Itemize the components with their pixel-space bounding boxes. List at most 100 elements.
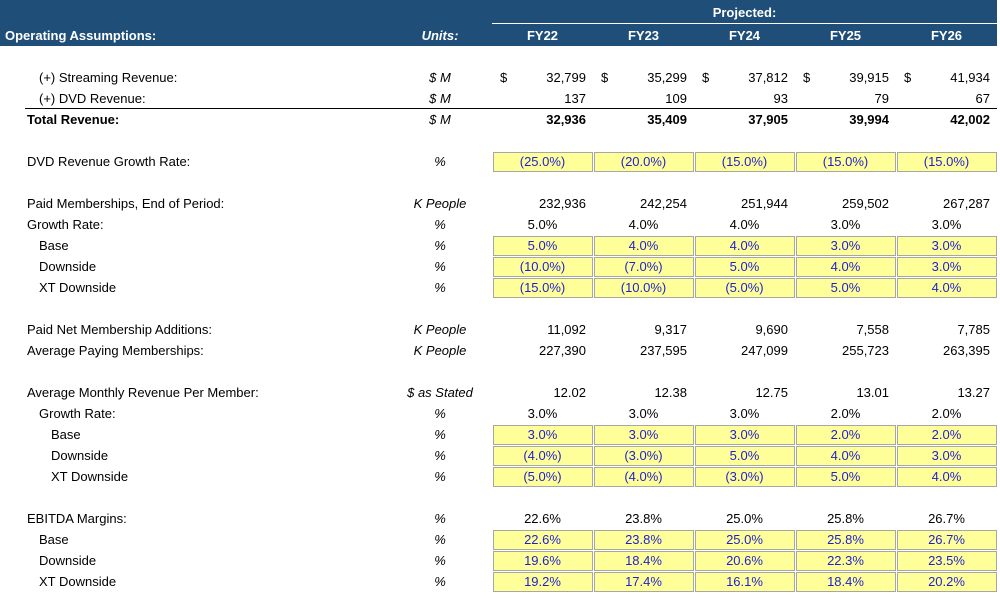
value-cell: (3.0%): [725, 469, 764, 484]
value-cell: 242,254: [640, 196, 687, 211]
value-cell: 32,936: [546, 112, 586, 127]
row-units: %: [434, 259, 446, 274]
value-cell: 5.0%: [830, 280, 861, 295]
row-units: K People: [413, 322, 467, 337]
value-cell: 9,690: [755, 322, 788, 337]
value-cell: 35,299: [647, 70, 687, 85]
value-cell: 4.0%: [729, 217, 760, 232]
input-cell: [695, 572, 795, 592]
value-cell: 22.3%: [827, 553, 864, 568]
currency-sign: $: [500, 70, 508, 85]
input-cell: [493, 236, 593, 256]
input-cell: [493, 467, 593, 487]
input-cell: [796, 572, 896, 592]
value-cell: 5.0%: [729, 259, 760, 274]
value-cell: 4.0%: [931, 469, 962, 484]
input-cell: [796, 236, 896, 256]
input-cell: [796, 467, 896, 487]
value-cell: 37,905: [748, 112, 788, 127]
value-cell: 3.0%: [931, 448, 962, 463]
row-units: K People: [413, 196, 467, 211]
header-band: Projected: Operating Assumptions: Units:…: [0, 0, 997, 46]
input-cell: [796, 530, 896, 550]
input-cell: [594, 530, 694, 550]
input-cell: [897, 467, 997, 487]
input-cell: [695, 551, 795, 571]
value-cell: 26.7%: [928, 511, 965, 526]
row-label: Total Revenue:: [27, 112, 120, 127]
value-cell: 23.5%: [928, 553, 965, 568]
currency-sign: $: [702, 70, 710, 85]
row-label: EBITDA Margins:: [27, 511, 127, 526]
value-cell: 39,915: [849, 70, 889, 85]
year-header: FY22: [526, 28, 559, 43]
input-cell: [594, 572, 694, 592]
input-cell: [594, 551, 694, 571]
input-cell: [897, 257, 997, 277]
input-cell: [594, 425, 694, 445]
input-cell: [897, 446, 997, 466]
value-cell: 12.38: [654, 385, 687, 400]
input-cell: [493, 551, 593, 571]
value-cell: 3.0%: [830, 238, 861, 253]
value-cell: 25.0%: [726, 532, 763, 547]
value-cell: 7,558: [856, 322, 889, 337]
value-cell: 247,099: [741, 343, 788, 358]
row-label: Downside: [51, 448, 109, 463]
row-label: Paid Memberships, End of Period:: [27, 196, 225, 211]
input-cell: [796, 425, 896, 445]
year-header: FY23: [627, 28, 660, 43]
value-cell: 3.0%: [931, 238, 962, 253]
value-cell: 13.27: [957, 385, 990, 400]
value-cell: 5.0%: [830, 469, 861, 484]
value-cell: 26.7%: [928, 532, 965, 547]
value-cell: 3.0%: [628, 406, 659, 421]
value-cell: 4.0%: [830, 259, 861, 274]
value-cell: 3.0%: [931, 217, 962, 232]
row-label: Base: [39, 238, 69, 253]
row-label: Base: [51, 427, 81, 442]
value-cell: 4.0%: [628, 238, 659, 253]
input-cell: [897, 152, 997, 172]
value-cell: 19.2%: [524, 574, 561, 589]
value-cell: 4.0%: [729, 238, 760, 253]
value-cell: 3.0%: [628, 427, 659, 442]
input-cell: [695, 278, 795, 298]
row-units: $ M: [429, 91, 451, 106]
row-units: %: [434, 427, 446, 442]
input-cell: [796, 551, 896, 571]
row-label: Average Paying Memberships:: [27, 343, 204, 358]
value-cell: 13.01: [856, 385, 889, 400]
value-cell: 5.0%: [527, 217, 558, 232]
value-cell: (5.0%): [523, 469, 562, 484]
value-cell: 4.0%: [830, 448, 861, 463]
value-cell: 237,595: [640, 343, 687, 358]
row-label: XT Downside: [51, 469, 129, 484]
row-units: $ M: [429, 70, 451, 85]
value-cell: 263,395: [943, 343, 990, 358]
input-cell: [594, 446, 694, 466]
value-cell: (4.0%): [523, 448, 562, 463]
input-cell: [594, 257, 694, 277]
value-cell: 22.6%: [524, 511, 561, 526]
input-cell: [594, 467, 694, 487]
value-cell: 9,317: [654, 322, 687, 337]
value-cell: 18.4%: [625, 553, 662, 568]
value-cell: 11,092: [547, 322, 586, 337]
value-cell: 109: [665, 91, 687, 106]
row-label: Downside: [39, 259, 97, 274]
value-cell: 20.2%: [928, 574, 965, 589]
value-cell: 37,812: [748, 70, 788, 85]
input-cell: [897, 425, 997, 445]
units-header: Units:: [421, 28, 459, 43]
value-cell: 7,785: [957, 322, 990, 337]
value-cell: 137: [564, 91, 586, 106]
value-cell: 2.0%: [931, 427, 962, 442]
value-cell: 42,002: [950, 112, 990, 127]
value-cell: (15.0%): [519, 280, 566, 295]
input-cell: [594, 236, 694, 256]
value-cell: 35,409: [647, 112, 687, 127]
value-cell: (10.0%): [519, 259, 566, 274]
input-cell: [493, 572, 593, 592]
row-units: %: [434, 238, 446, 253]
